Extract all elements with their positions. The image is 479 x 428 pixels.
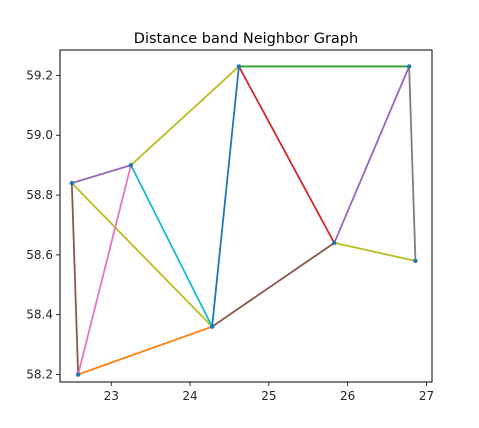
x-axis: 23 24 25 26 27 [104,382,434,403]
edge-D-F [211,242,336,328]
y-tick-label: 58.6 [26,248,53,262]
x-tick-label: 26 [340,389,355,403]
edge-E-F [238,65,336,244]
node-point-F [332,240,337,246]
edge-C-D [77,325,214,376]
node-point-B [128,162,134,168]
edge-layer [70,65,417,376]
x-tick-label: 23 [104,389,119,403]
y-tick-label: 59.2 [26,68,53,82]
edge-A-D [70,182,214,328]
node-point-H [413,258,418,264]
y-tick-label: 58.8 [26,188,53,202]
edge-B-E [130,65,240,167]
node-point-C [75,372,81,377]
node-point-D [209,324,215,329]
y-tick-label: 58.2 [26,368,53,382]
edge-B-D [130,164,214,328]
edge-F-H [333,242,417,262]
x-tick-label: 25 [261,389,276,403]
edge-F-G [333,65,411,244]
x-tick-label: 27 [419,389,434,403]
chart-title: Distance band Neighbor Graph [134,31,358,47]
node-point-G [406,64,412,69]
plot-frame [59,49,433,383]
node-layer [69,64,418,377]
edge-D-E [211,65,240,328]
x-tick-label: 24 [182,389,197,403]
node-point-A [69,180,75,186]
edge-A-B [70,164,132,184]
y-tick-label: 59.0 [26,128,53,142]
y-axis: 58.2 58.4 58.6 58.8 59.0 59.2 [26,68,60,382]
edge-B-C [77,164,132,376]
y-tick-label: 58.4 [26,308,53,322]
node-point-E [236,64,242,69]
edge-A-C [70,182,80,376]
edge-G-H [408,65,417,262]
